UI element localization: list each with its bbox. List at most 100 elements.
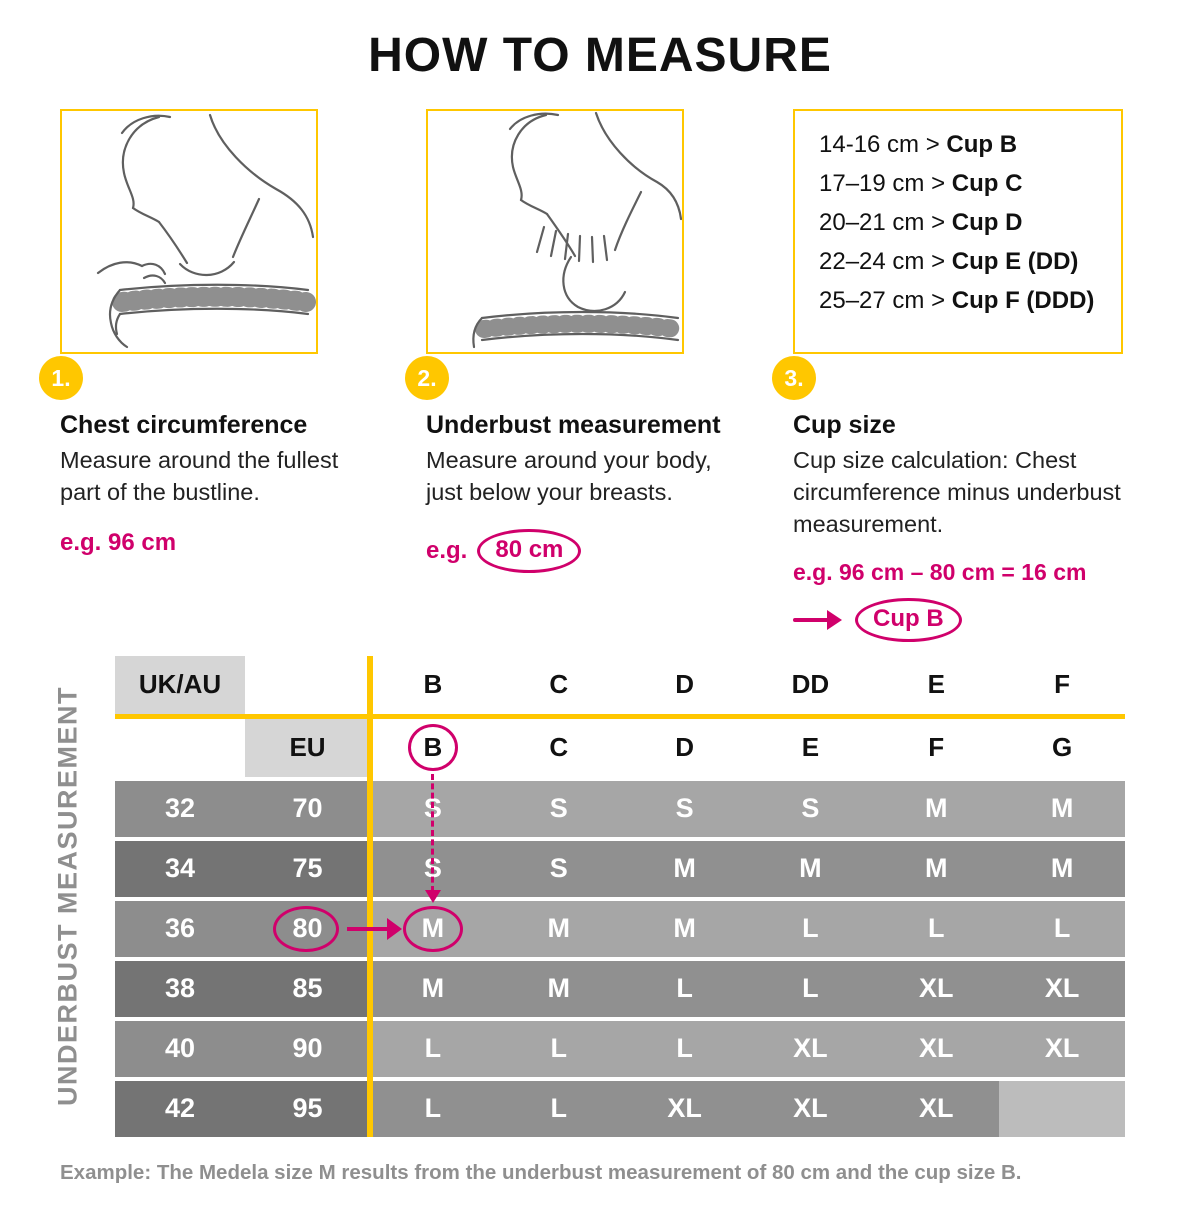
step-1-example: e.g. 96 cm bbox=[60, 528, 177, 556]
header-cell: E bbox=[747, 718, 874, 777]
step-underbust-measurement: 2. Underbust measurement Measure around … bbox=[405, 109, 793, 642]
size-cell: L bbox=[747, 960, 874, 1017]
size-cell: L bbox=[621, 960, 748, 1017]
size-cell: M bbox=[495, 960, 622, 1017]
header-cell: C bbox=[495, 655, 622, 714]
size-cell: L bbox=[370, 1080, 496, 1137]
underbust-measure-illustration bbox=[472, 111, 682, 349]
size-cell: M bbox=[747, 840, 874, 897]
cup-rule: 17–19 cm > Cup C bbox=[819, 164, 1097, 203]
header-cell: F bbox=[999, 655, 1125, 714]
measure-steps: 1. Chest circumference Measure around th… bbox=[0, 109, 1200, 642]
step-3-description: Cup size calculation: Chest circumferenc… bbox=[793, 447, 1121, 537]
cup-rule-cup: Cup B bbox=[946, 131, 1018, 158]
size-cell: XL bbox=[747, 1020, 874, 1077]
cup-rule-range: 22–24 cm > bbox=[819, 248, 946, 275]
table-row-40: 40 90 L L L XL XL XL bbox=[115, 1020, 1125, 1077]
step-3-text: Cup size Cup size calculation: Chest cir… bbox=[793, 411, 1138, 642]
size-cell: M bbox=[999, 780, 1125, 837]
row-label-ukau: 42 bbox=[115, 1080, 245, 1137]
step-1-text: Chest circumference Measure around the f… bbox=[60, 411, 382, 557]
cup-rule: 22–24 cm > Cup E (DD) bbox=[819, 242, 1097, 281]
header-cell: F bbox=[873, 718, 1000, 777]
table-row-38: 38 85 M M L L XL XL bbox=[115, 960, 1125, 1017]
size-cell: M bbox=[370, 960, 496, 1017]
header-cell: DD bbox=[747, 655, 874, 714]
header-cell: D bbox=[621, 718, 748, 777]
size-cell: XL bbox=[999, 1020, 1125, 1077]
size-cell: L bbox=[999, 900, 1125, 957]
size-cell: L bbox=[873, 900, 1000, 957]
cup-rule-range: 20–21 cm > bbox=[819, 209, 946, 236]
cup-rule: 25–27 cm > Cup F (DDD) bbox=[819, 281, 1097, 320]
step-1-heading: Chest circumference bbox=[60, 411, 308, 439]
header-cell bbox=[115, 718, 245, 777]
table-row-32: 32 70 S S S S M M bbox=[115, 780, 1125, 837]
page: HOW TO MEASURE bbox=[0, 28, 1200, 1185]
size-table: UNDERBUST MEASUREMENT UK/AU B C D DD E F… bbox=[53, 655, 1125, 1137]
size-cell: M bbox=[621, 900, 748, 957]
step-2-example-circled-value: 80 cm bbox=[477, 528, 582, 573]
step-cup-size: 14-16 cm > Cup B 17–19 cm > Cup C 20–21 … bbox=[772, 109, 1138, 642]
cup-rule-cup: Cup C bbox=[951, 170, 1023, 197]
size-cell: XL bbox=[621, 1080, 748, 1137]
size-cell: L bbox=[495, 1080, 622, 1137]
chest-illustration-box bbox=[60, 109, 318, 354]
cup-rule-cup: Cup F (DDD) bbox=[951, 287, 1095, 314]
step-2-description: Measure around your body, just below you… bbox=[426, 447, 712, 505]
cup-rule: 14-16 cm > Cup B bbox=[819, 125, 1097, 164]
header-cell: C bbox=[495, 718, 622, 777]
step-3-heading: Cup size bbox=[793, 411, 896, 439]
size-cell: S bbox=[495, 780, 622, 837]
step-3-example: e.g. 96 cm – 80 cm = 16 cm bbox=[793, 558, 1087, 585]
underbust-illustration-box bbox=[426, 109, 684, 354]
step-badge-1: 1. bbox=[39, 356, 83, 400]
table-row-36: 36 80 M M M L L L bbox=[115, 900, 1125, 957]
row-label-ukau: 32 bbox=[115, 780, 245, 837]
cup-rule-cup: Cup D bbox=[951, 209, 1023, 236]
header-cell: B bbox=[370, 655, 496, 714]
side-axis-label: UNDERBUST MEASUREMENT bbox=[52, 686, 83, 1107]
table-row-42: 42 95 L L XL XL XL bbox=[115, 1080, 1125, 1137]
cup-size-rules-box: 14-16 cm > Cup B 17–19 cm > Cup C 20–21 … bbox=[793, 109, 1123, 354]
size-cell: XL bbox=[747, 1080, 874, 1137]
size-cell: L bbox=[747, 900, 874, 957]
size-cell: L bbox=[370, 1020, 496, 1077]
arrow-right-icon bbox=[793, 609, 842, 630]
size-cell: S bbox=[495, 840, 622, 897]
table-header-row-ukau: UK/AU B C D DD E F bbox=[115, 655, 1125, 714]
row-label-ukau: 38 bbox=[115, 960, 245, 1017]
size-cell: M bbox=[621, 840, 748, 897]
row-label-eu: 80 bbox=[245, 900, 370, 957]
row-label-eu: 90 bbox=[245, 1020, 370, 1077]
size-cell: L bbox=[621, 1020, 748, 1077]
row-label-ukau: 40 bbox=[115, 1020, 245, 1077]
step-1-description: Measure around the fullest part of the b… bbox=[60, 447, 339, 505]
size-cell: S bbox=[370, 840, 496, 897]
step-2-text: Underbust measurement Measure around you… bbox=[426, 411, 748, 573]
cup-rule-cup: Cup E (DD) bbox=[951, 248, 1079, 275]
chest-measure-illustration bbox=[96, 113, 316, 349]
size-cell: M bbox=[370, 900, 496, 957]
cup-rule-range: 17–19 cm > bbox=[819, 170, 946, 197]
header-cell bbox=[245, 655, 370, 714]
size-cell: S bbox=[747, 780, 874, 837]
example-caption: Example: The Medela size M results from … bbox=[60, 1160, 1022, 1184]
step-2-example-prefix: e.g. bbox=[426, 536, 468, 564]
step-2-heading: Underbust measurement bbox=[426, 411, 721, 439]
size-cell: M bbox=[495, 900, 622, 957]
step-3-result-circled-value: Cup B bbox=[855, 597, 962, 642]
header-cell: E bbox=[873, 655, 1000, 714]
header-cell-ukau: UK/AU bbox=[115, 655, 245, 714]
row-label-eu: 95 bbox=[245, 1080, 370, 1137]
table-row-34: 34 75 S S M M M M bbox=[115, 840, 1125, 897]
header-cell: B bbox=[370, 718, 496, 777]
size-cell: M bbox=[873, 840, 1000, 897]
size-cell: L bbox=[495, 1020, 622, 1077]
size-cell: XL bbox=[873, 1020, 1000, 1077]
header-cell-eu: EU bbox=[245, 718, 370, 777]
header-cell: G bbox=[999, 718, 1125, 777]
size-cell: S bbox=[621, 780, 748, 837]
step-badge-2: 2. bbox=[405, 356, 449, 400]
yellow-divider-horizontal bbox=[115, 713, 1125, 719]
